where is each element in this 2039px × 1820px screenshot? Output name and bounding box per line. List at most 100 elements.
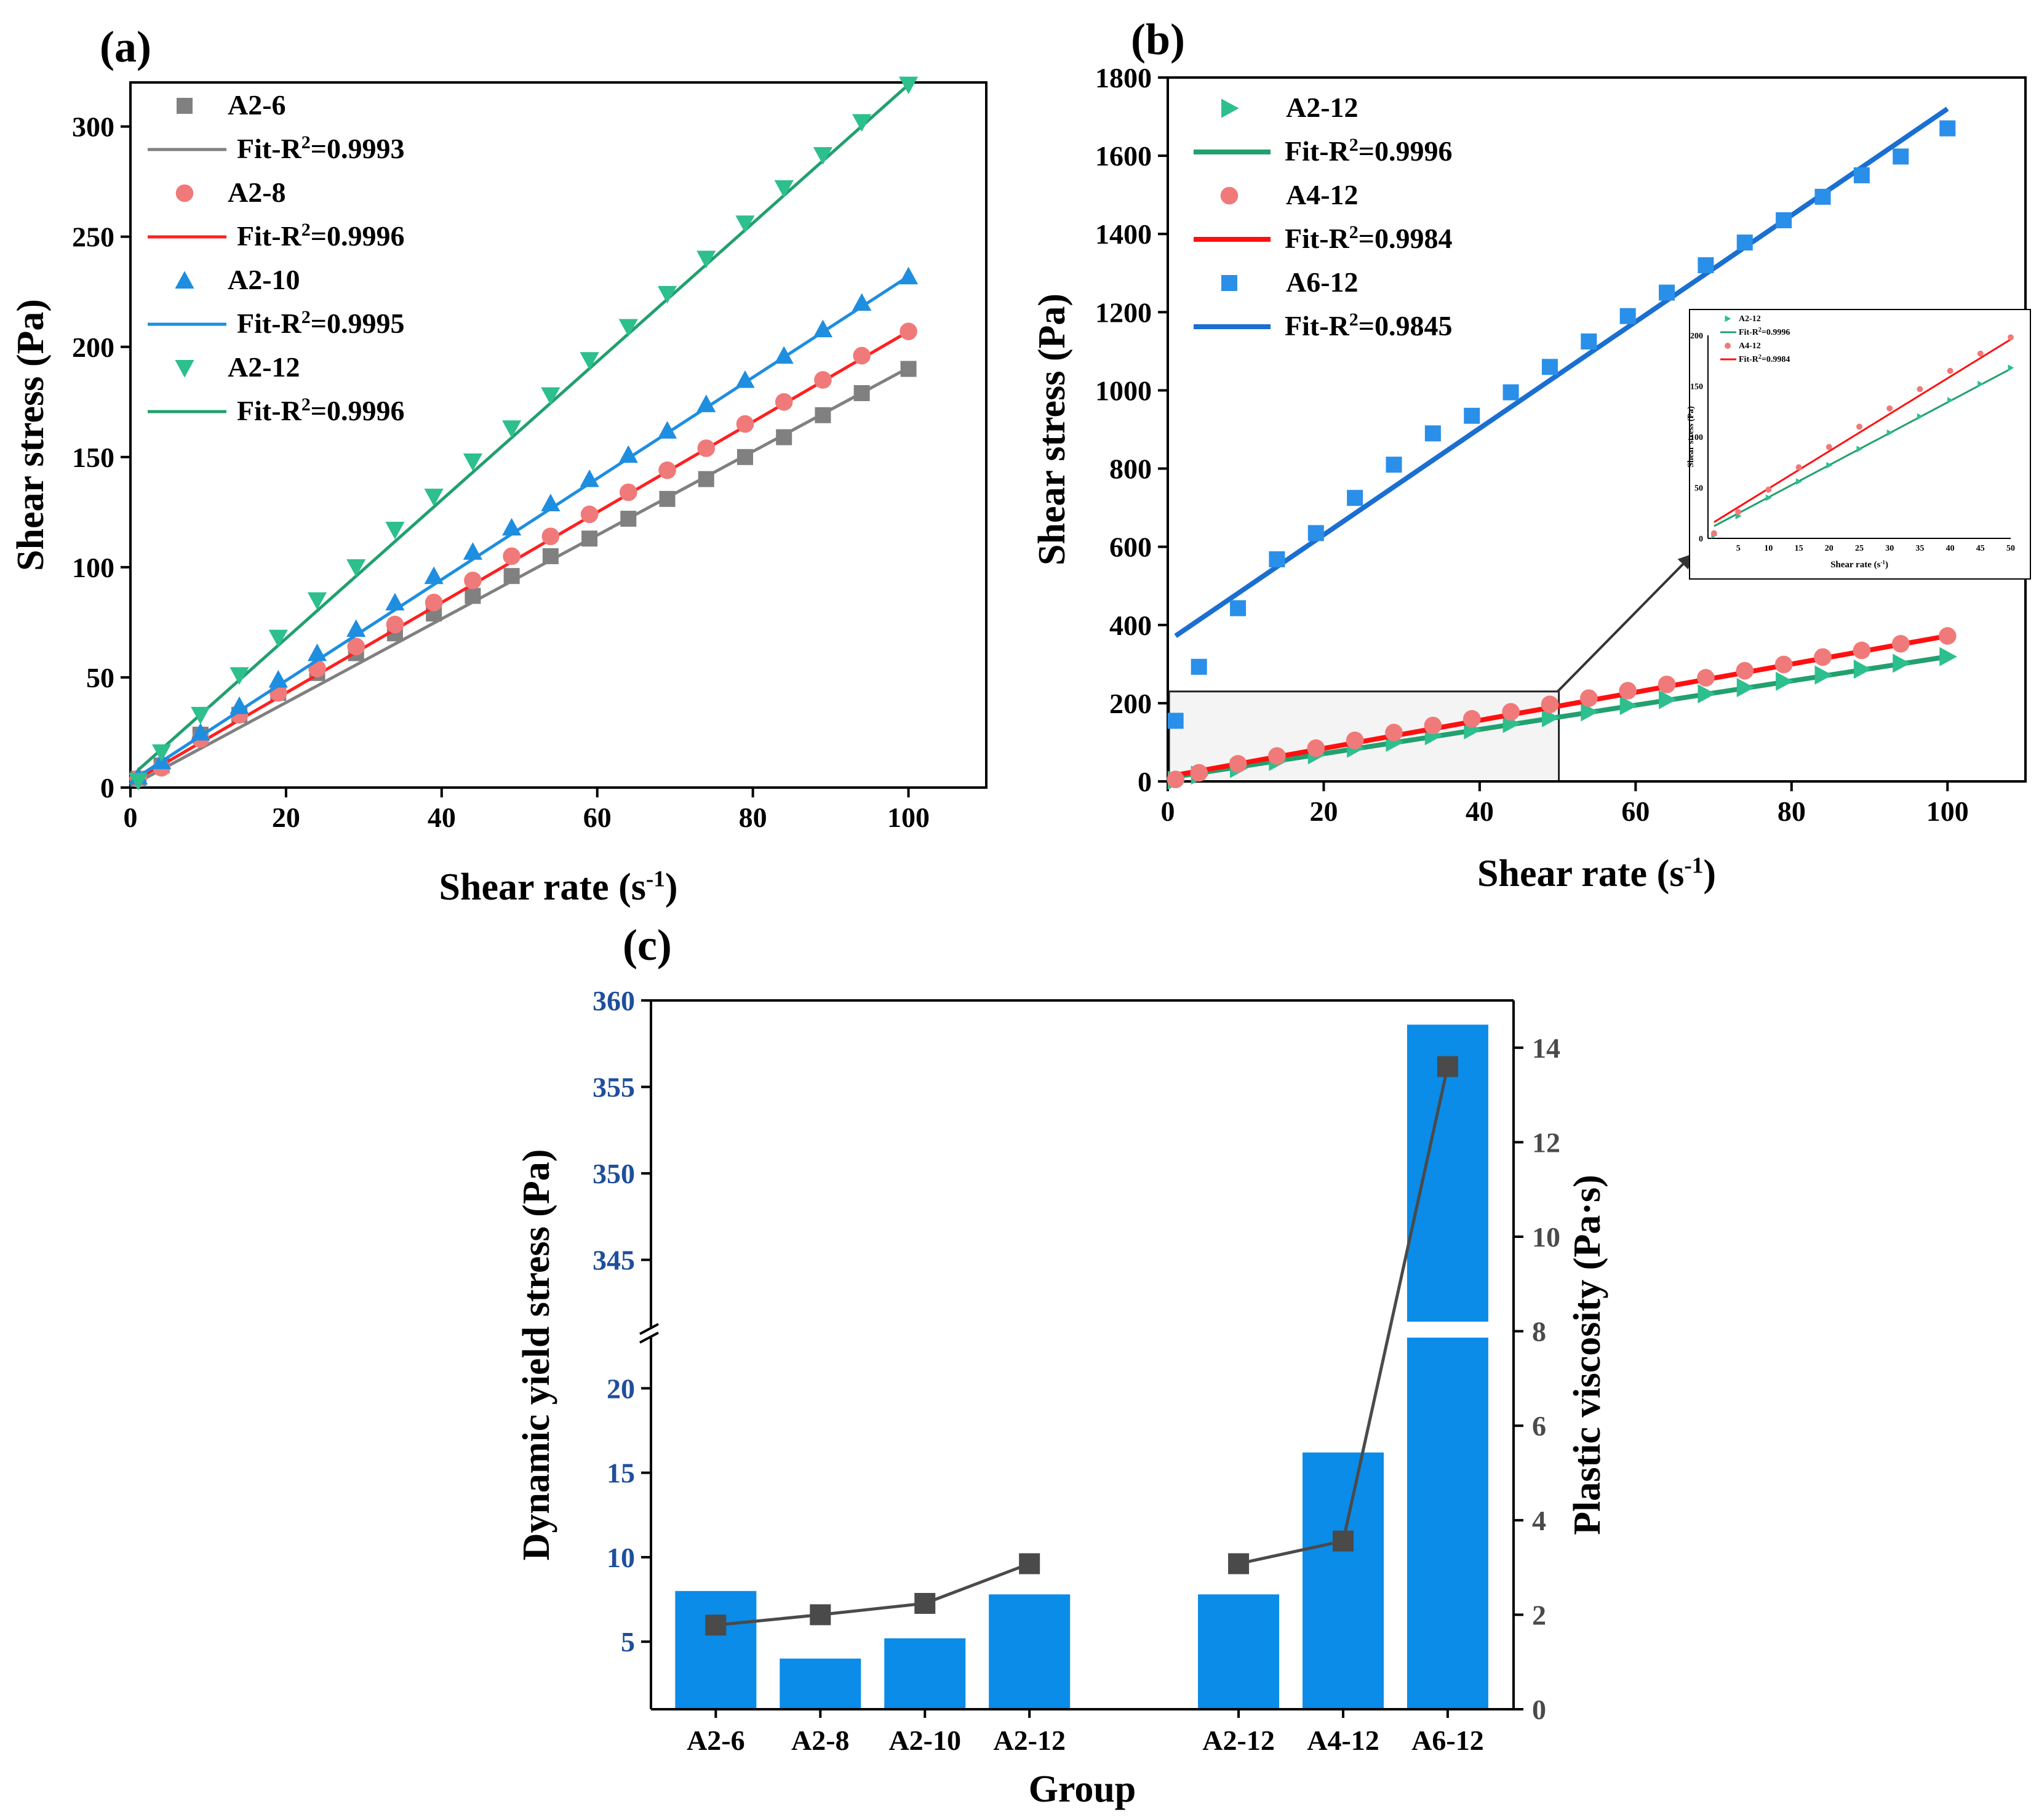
legend-marker-A4-12 <box>1220 186 1239 205</box>
left-tick-label: 350 <box>593 1158 635 1189</box>
x-tick-label: A2-12 <box>1202 1725 1275 1756</box>
x-axis-title: Shear rate (s-1) <box>1477 853 1716 895</box>
data-point-A2-10 <box>852 293 872 311</box>
data-point-A2-12 <box>1659 690 1677 709</box>
data-point-A2-12 <box>696 250 716 269</box>
x-tick-label: 20 <box>272 802 300 833</box>
y-tick-label: 50 <box>86 662 114 693</box>
inset-point-A4-12 <box>1735 509 1742 516</box>
bar-A4-12 <box>1302 1452 1384 1709</box>
data-point-A2-8 <box>580 505 599 524</box>
data-point-A4-12 <box>1891 634 1910 653</box>
data-point-A2-12 <box>1939 647 1957 666</box>
legend-marker-A2-10 <box>175 271 194 289</box>
data-point-A2-12 <box>541 387 561 405</box>
inset-legend-label-A4-12: A4-12 <box>1739 341 1761 351</box>
data-point-A2-8 <box>464 572 482 589</box>
legend-fit-label-A2-12: Fit-R2=0.9996 <box>1285 135 1452 167</box>
inset-point-A4-12 <box>1947 367 1953 374</box>
legend-marker-A2-6 <box>177 98 193 114</box>
inset-legend-fit-A2-12: Fit-R2=0.9996 <box>1739 327 1790 337</box>
inset-chart: 5 10 15 20 25 30 35 40 45 50 0 50 100 150 200 Shear rat… <box>1686 309 2031 580</box>
bar-lower-A6-12 <box>1407 1338 1488 1709</box>
viscosity-point-A2-10 <box>914 1592 936 1614</box>
legend-label-A2-6: A2-6 <box>228 89 286 121</box>
inset-point-A4-12 <box>1886 405 1893 412</box>
data-point-A2-10 <box>268 669 288 688</box>
data-point-A6-12 <box>1347 490 1363 506</box>
inset-point-A2-12 <box>1917 413 1923 420</box>
legend-fit-label-A2-10: Fit-R2=0.9995 <box>237 307 404 339</box>
y-tick-label: 600 <box>1109 532 1152 563</box>
inset-point-A4-12 <box>1795 464 1802 471</box>
data-point-A2-10 <box>696 394 716 412</box>
inset-fit-A4-12 <box>1714 338 2011 523</box>
viscosity-line <box>716 1562 1031 1627</box>
panel-a-chart: 0 20 40 60 80 100 0 50 100 150 200 250 300 Shear rate… <box>10 76 988 908</box>
data-point-A6-12 <box>1853 167 1870 183</box>
data-point-A6-12 <box>1502 384 1519 401</box>
legend-fit-label-A6-12: Fit-R2=0.9845 <box>1285 309 1452 341</box>
data-point-A4-12 <box>1938 627 1957 645</box>
x-tick-label: 100 <box>1926 796 1969 827</box>
data-point-A6-12 <box>1698 257 1714 274</box>
data-point-A2-12 <box>129 773 148 791</box>
data-point-A2-12 <box>191 706 210 725</box>
inset-x-tick: 50 <box>2006 544 2015 553</box>
data-point-A6-12 <box>1424 425 1441 442</box>
data-point-A6-12 <box>1659 284 1675 301</box>
inset-y-tick: 50 <box>1694 484 1703 493</box>
y-tick-label: 200 <box>1109 688 1152 719</box>
data-point-A2-8 <box>736 415 754 433</box>
data-point-A2-6 <box>503 568 520 585</box>
inset-x-tick: 30 <box>1885 544 1894 553</box>
panel-label-b: (b) <box>1131 15 1185 64</box>
y-tick-label: 800 <box>1109 453 1152 485</box>
data-point-A2-6 <box>815 407 831 423</box>
inset-point-A4-12 <box>2008 334 2014 341</box>
x-tick-label: A2-10 <box>888 1725 961 1756</box>
data-point-A2-10 <box>346 619 366 637</box>
data-point-A4-12 <box>1814 648 1832 666</box>
legend-label-A2-8: A2-8 <box>228 177 286 208</box>
data-point-A2-10 <box>385 593 405 611</box>
data-point-A6-12 <box>1619 308 1636 324</box>
data-point-A6-12 <box>1581 333 1597 349</box>
inset-point-A4-12 <box>1710 530 1717 537</box>
data-point-A2-12 <box>268 629 288 648</box>
legend-fit-label-A2-8: Fit-R2=0.9996 <box>237 220 404 252</box>
legend-marker-A2-12 <box>1221 98 1239 118</box>
y-tick-label: 1800 <box>1095 62 1152 94</box>
x-tick-label: 20 <box>1309 796 1338 827</box>
x-tick-label: 0 <box>124 802 138 833</box>
inset-x-title: Shear rate (s-1) <box>1830 559 1888 570</box>
data-point-A6-12 <box>1893 148 1909 165</box>
data-point-A2-12 <box>1698 684 1716 704</box>
y-tick-label: 200 <box>72 332 114 363</box>
data-point-A6-12 <box>1307 525 1324 541</box>
y-axis-title: Shear stress (Pa) <box>10 299 52 571</box>
data-point-A2-8 <box>658 461 676 479</box>
y-tick-label: 1400 <box>1095 218 1152 250</box>
inset-y-tick: 200 <box>1690 332 1703 341</box>
inset-point-A4-12 <box>1826 444 1832 450</box>
viscosity-point-A2-6 <box>705 1614 727 1636</box>
data-point-A4-12 <box>1462 710 1481 728</box>
left-tick-label: 15 <box>607 1458 635 1489</box>
y-tick-label: 300 <box>72 111 114 143</box>
inset-legend-marker-A2-12 <box>1725 315 1731 322</box>
legend-label-A6-12: A6-12 <box>1286 266 1359 298</box>
data-point-A6-12 <box>1191 658 1207 675</box>
data-point-A2-6 <box>900 361 917 377</box>
inset-point-A2-12 <box>1947 397 1953 404</box>
viscosity-point-A2-12 <box>1019 1553 1040 1575</box>
data-point-A2-6 <box>776 429 792 445</box>
x-tick-label: 60 <box>1621 796 1650 827</box>
data-point-A2-10 <box>898 266 919 285</box>
right-axis-title: Plastic viscosity (Pa·s) <box>1566 1175 1608 1535</box>
data-point-A2-8 <box>503 547 521 565</box>
data-point-A4-12 <box>1268 747 1286 765</box>
data-point-A2-8 <box>386 615 404 634</box>
panel-label-a: (a) <box>100 22 151 71</box>
viscosity-point-A2-12 <box>1228 1553 1250 1575</box>
